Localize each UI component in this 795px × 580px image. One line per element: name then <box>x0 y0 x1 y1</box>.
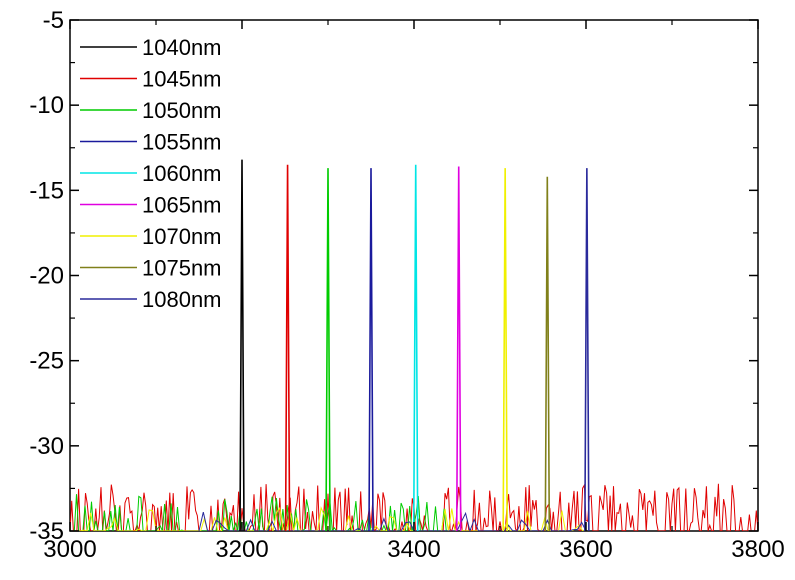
noise-trace-green <box>70 494 449 531</box>
x-tick-label: 3000 <box>43 536 96 563</box>
legend-label-1055nm: 1055nm <box>142 130 222 155</box>
noise-trace-blue <box>198 511 587 531</box>
legend-label-1075nm: 1075nm <box>142 256 222 281</box>
series-1080nm-peak <box>584 168 590 531</box>
axes-layer: 3000 3200 3400 3600 3800 -5 -10 -15 -20 -25 -30 -35 <box>29 7 784 563</box>
x-tick-label: 3200 <box>215 536 268 563</box>
y-tick-label: -30 <box>29 433 64 460</box>
y-tick-label: -10 <box>29 92 64 119</box>
legend-label-1040nm: 1040nm <box>142 35 222 60</box>
legend-label-1060nm: 1060nm <box>142 161 222 186</box>
legend-label-1080nm: 1080nm <box>142 287 222 312</box>
legend-label-1045nm: 1045nm <box>142 67 222 92</box>
series-1050nm-peak <box>325 168 331 531</box>
y-tick-label: -5 <box>43 7 64 34</box>
legend-label-1050nm: 1050nm <box>142 98 222 123</box>
x-tick-label: 3600 <box>559 536 612 563</box>
series-1040nm-peak <box>239 159 245 531</box>
series-1045nm-peak <box>284 164 291 531</box>
series-layer <box>239 159 590 531</box>
x-tick-label: 3400 <box>387 536 440 563</box>
series-1065nm-peak <box>455 166 462 531</box>
legend-label-1070nm: 1070nm <box>142 224 222 249</box>
series-1075nm-peak <box>544 176 551 531</box>
series-1060nm-peak <box>412 164 419 531</box>
legend: 1040nm 1045nm 1050nm 1055nm 1060nm 1065nm 1070… <box>80 35 222 312</box>
series-1055nm-peak <box>368 168 374 531</box>
series-1070nm-peak <box>502 168 508 531</box>
y-tick-label: -20 <box>29 263 64 290</box>
legend-label-1065nm: 1065nm <box>142 193 222 218</box>
y-tick-label: -35 <box>29 518 64 545</box>
y-tick-label: -15 <box>29 177 64 204</box>
x-tick-label: 3800 <box>731 536 784 563</box>
y-tick-label: -25 <box>29 348 64 375</box>
